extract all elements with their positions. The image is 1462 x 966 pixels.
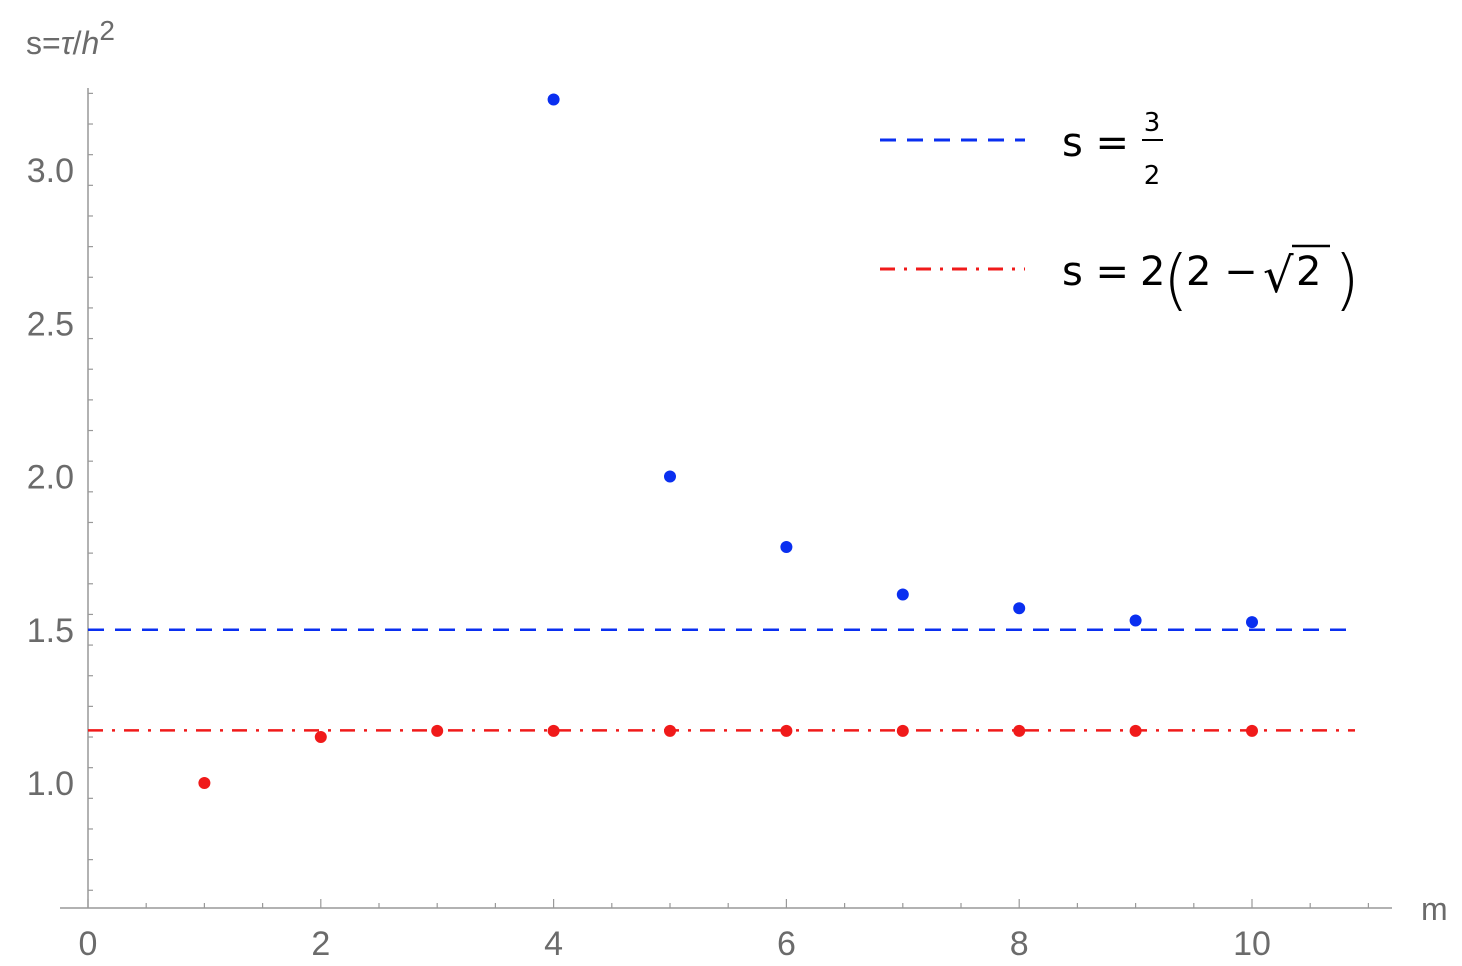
- data-point-red: [1129, 724, 1142, 737]
- x-tick-label: 6: [777, 925, 796, 963]
- legend-open-paren: (: [1163, 241, 1189, 318]
- legend-fraction-den: 2: [1144, 161, 1161, 191]
- legend: s = 3 2 s = 2 ( 2 − √ 2 ): [880, 108, 1360, 318]
- legend-sqrt-sign: √: [1263, 248, 1294, 304]
- x-tick-label: 10: [1233, 925, 1271, 963]
- legend-fraction-num: 3: [1144, 108, 1161, 138]
- data-point-red: [896, 724, 909, 737]
- data-point-blue: [1129, 614, 1142, 627]
- data-points: [198, 93, 1258, 789]
- data-point-red: [314, 731, 327, 744]
- legend-label-prefix-blue: s =: [1062, 120, 1129, 166]
- reference-lines: [88, 628, 1355, 732]
- legend-close-paren: ): [1334, 241, 1360, 318]
- x-tick-label: 8: [1010, 925, 1029, 963]
- data-point-red: [780, 724, 793, 737]
- data-point-red: [1246, 724, 1258, 737]
- data-point-blue: [780, 540, 793, 553]
- x-tick-label: 4: [544, 925, 563, 963]
- data-point-blue: [1246, 616, 1258, 629]
- data-point-blue: [896, 588, 909, 601]
- data-point-red: [1013, 724, 1026, 737]
- data-point-red: [431, 724, 444, 737]
- y-tick-label: 2.5: [27, 305, 74, 343]
- data-point-red: [664, 724, 676, 737]
- y-ticks: 1.0 1.5 2.0 2.5 3.0: [27, 92, 93, 891]
- data-point-blue: [547, 93, 560, 106]
- x-ticks: 0 2 4 6 8 10: [79, 899, 1370, 963]
- legend-radicand: 2: [1296, 249, 1321, 295]
- legend-entry-red: s = 2 ( 2 − √ 2 ): [880, 241, 1360, 318]
- legend-inner: 2 −: [1186, 249, 1258, 295]
- data-point-blue: [1013, 602, 1026, 615]
- y-tick-label: 1.5: [27, 612, 74, 650]
- data-point-blue: [664, 470, 676, 483]
- legend-label-prefix-red: s =: [1062, 249, 1129, 295]
- x-tick-label: 0: [79, 925, 98, 963]
- y-tick-label: 1.0: [27, 765, 74, 803]
- data-point-red: [198, 777, 211, 789]
- y-tick-label: 2.0: [27, 459, 74, 497]
- data-point-red: [547, 724, 560, 737]
- y-axis-label: s=τ/h2: [26, 15, 115, 61]
- x-axis-label: m: [1421, 891, 1448, 927]
- y-tick-label: 3.0: [27, 152, 74, 190]
- legend-coefficient: 2: [1140, 249, 1165, 295]
- x-tick-label: 2: [311, 925, 330, 963]
- legend-entry-blue: s = 3 2: [880, 108, 1163, 191]
